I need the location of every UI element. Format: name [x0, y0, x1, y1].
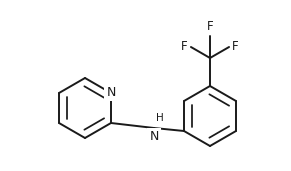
Text: F: F [207, 20, 213, 33]
Text: F: F [232, 41, 239, 54]
Text: F: F [181, 41, 188, 54]
Text: N: N [106, 87, 116, 100]
Text: N: N [149, 130, 159, 143]
Text: H: H [156, 113, 164, 123]
